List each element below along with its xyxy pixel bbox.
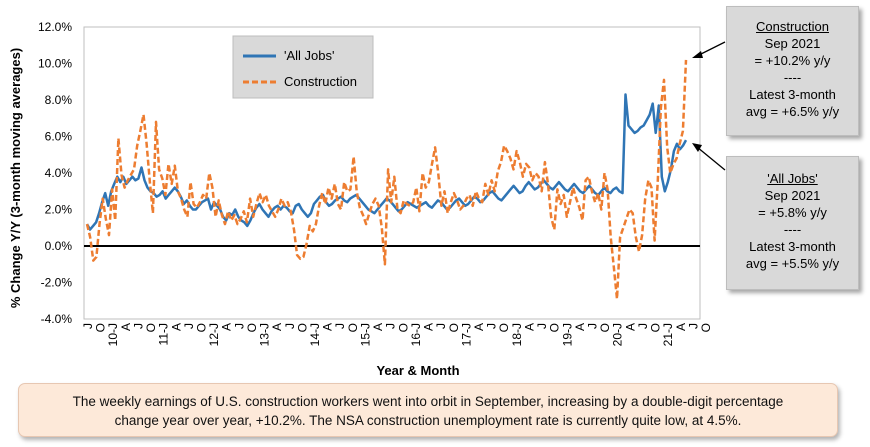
x-tick-label: 12-J [207, 323, 221, 346]
callout-all-jobs-avg-label: Latest 3-month [749, 239, 836, 254]
x-tick-label: O [497, 323, 511, 332]
x-tick-label: A [371, 323, 385, 331]
x-tick-label: O [94, 323, 108, 332]
x-tick-label: A [422, 323, 436, 331]
x-tick-label: O [699, 323, 713, 332]
callout-construction-avg-label: Latest 3-month [749, 87, 836, 102]
x-tick-label: A [220, 323, 234, 331]
x-tick-label: A [573, 323, 587, 331]
x-tick-label: 11-J [157, 323, 171, 345]
x-tick-label: O [195, 323, 209, 332]
x-tick-label: O [548, 323, 562, 332]
callout-all-jobs-title: 'All Jobs' [767, 171, 818, 186]
x-tick-label: J [535, 323, 549, 329]
y-axis-label: % Change Y/Y (3-month moving averages) [8, 48, 23, 308]
legend-label-construction: Construction [284, 74, 357, 89]
callout-construction-title: Construction [756, 19, 829, 34]
x-axis-ticks: JO10-JAJO11-JAJO12-JAJO13-JAJO14-JAJO15-… [81, 323, 713, 346]
x-tick-label: A [472, 323, 486, 331]
x-tick-label: J [636, 323, 650, 329]
x-tick-label: O [447, 323, 461, 332]
x-tick-label: J [485, 323, 499, 329]
x-tick-label: 16-J [409, 323, 423, 346]
y-tick-label: 12.0% [38, 20, 72, 34]
line-chart: -4.0% -2.0% 0.0% 2.0% 4.0% 6.0% 8.0% 10.0% 12.0%… [8, 20, 726, 378]
x-tick-label: A [674, 323, 688, 331]
series-line-construction [85, 59, 688, 301]
x-tick-label: 17-J [459, 323, 473, 346]
caption-line-2: change year over year, +10.2%. The NSA c… [114, 413, 742, 428]
x-tick-label: 10-J [106, 323, 120, 346]
arrowhead-all-jobs [692, 143, 702, 152]
arrowhead-construction [692, 51, 703, 58]
x-tick-label: O [295, 323, 309, 332]
x-tick-label: J [434, 323, 448, 329]
x-tick-label: O [649, 323, 663, 332]
callout-arrows [692, 41, 726, 171]
x-tick-label: O [144, 323, 158, 332]
x-tick-label: J [384, 323, 398, 329]
x-tick-label: A [119, 323, 133, 331]
x-tick-label: 19-J [560, 323, 574, 346]
x-tick-label: A [623, 323, 637, 331]
callout-all-jobs-avg-value: avg = +5.5% y/y [745, 256, 840, 271]
x-axis-label: Year & Month [376, 363, 459, 378]
x-tick-label: A [522, 323, 536, 331]
callout-construction-avg-value: avg = +6.5% y/y [745, 104, 840, 119]
callout-construction-separator: ---- [783, 70, 802, 85]
y-tick-label: -4.0% [41, 312, 73, 326]
x-tick-label: J [131, 323, 145, 329]
arrow-all-jobs [696, 146, 726, 171]
x-tick-label: 18-J [510, 323, 524, 346]
x-tick-label: A [321, 323, 335, 331]
x-tick-label: 21-J [661, 323, 675, 346]
callout-all-jobs: 'All Jobs' Sep 2021 = +5.8% y/y ---- Lat… [726, 156, 859, 290]
legend: 'All Jobs' Construction [232, 35, 374, 99]
x-tick-label: O [598, 323, 612, 332]
plot-area [83, 26, 701, 320]
legend-box [232, 35, 374, 99]
y-tick-label: 10.0% [38, 57, 72, 71]
x-tick-label: J [232, 323, 246, 329]
callout-construction-value: = +10.2% y/y [754, 53, 831, 68]
legend-label-all-jobs: 'All Jobs' [284, 48, 334, 63]
x-tick-label: J [182, 323, 196, 329]
x-tick-label: J [81, 323, 95, 329]
callout-all-jobs-value: = +5.8% y/y [758, 205, 827, 220]
x-tick-label: O [346, 323, 360, 332]
x-tick-label: 14-J [308, 323, 322, 346]
y-tick-label: 2.0% [45, 203, 73, 217]
x-tick-label: J [586, 323, 600, 329]
x-tick-label: A [270, 323, 284, 331]
x-tick-label: O [245, 323, 259, 332]
callout-construction: Construction Sep 2021 = +10.2% y/y ---- … [726, 6, 859, 136]
x-tick-label: J [686, 323, 700, 329]
x-tick-label: 13-J [258, 323, 272, 346]
x-tick-label: 20-J [611, 323, 625, 346]
y-tick-label: 0.0% [45, 239, 73, 253]
caption-line-1: The weekly earnings of U.S. construction… [72, 394, 784, 409]
x-tick-label: O [396, 323, 410, 332]
x-tick-label: 15-J [359, 323, 373, 346]
y-tick-label: 8.0% [45, 93, 73, 107]
y-tick-label: 4.0% [45, 166, 73, 180]
x-tick-label: J [283, 323, 297, 329]
x-tick-label: A [169, 323, 183, 331]
x-tick-label: J [333, 323, 347, 329]
caption-box: The weekly earnings of U.S. construction… [18, 383, 838, 437]
callout-all-jobs-date: Sep 2021 [764, 188, 821, 203]
callout-construction-date: Sep 2021 [764, 36, 821, 51]
callout-all-jobs-separator: ---- [783, 222, 802, 237]
y-tick-label: -2.0% [41, 276, 73, 290]
y-axis-ticks: -4.0% -2.0% 0.0% 2.0% 4.0% 6.0% 8.0% 10.0% 12.0% [38, 20, 72, 326]
y-tick-label: 6.0% [45, 130, 73, 144]
